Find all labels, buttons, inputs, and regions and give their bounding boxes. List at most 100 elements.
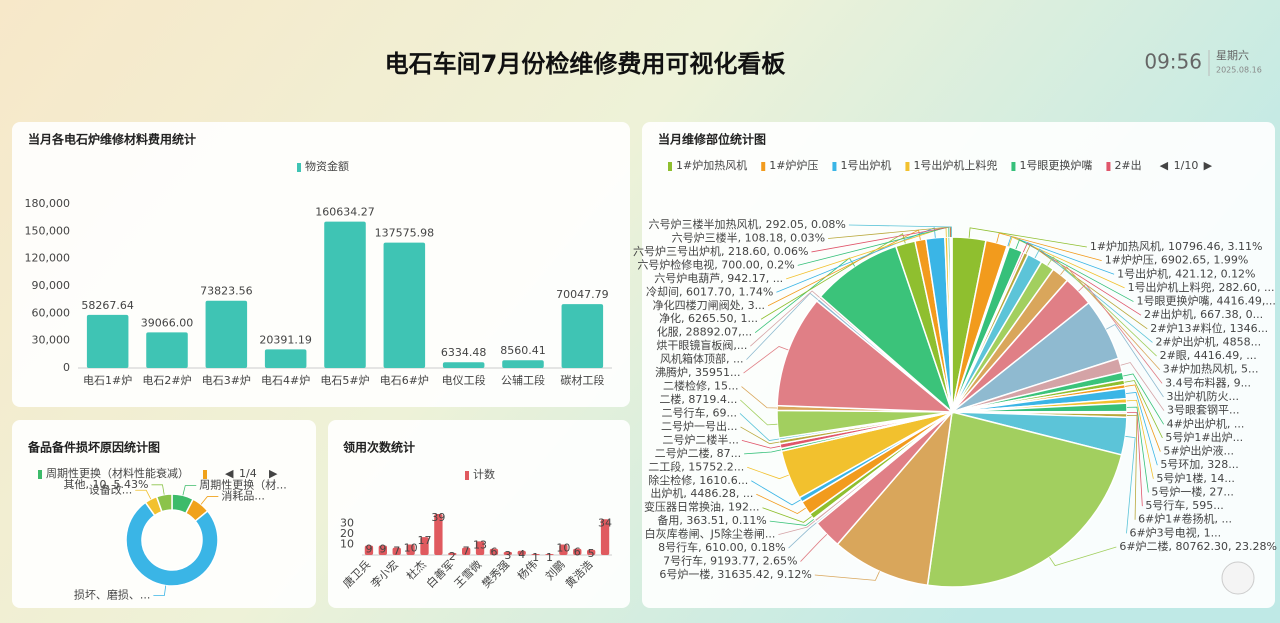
legend-swatch bbox=[465, 471, 469, 480]
bar bbox=[406, 544, 415, 555]
legend-page: 1/4 bbox=[239, 467, 257, 480]
data-label: 9 bbox=[379, 543, 386, 556]
slice-label: 化服, 28892.07,... bbox=[657, 325, 752, 339]
bar bbox=[573, 548, 582, 555]
data-label: 73823.56 bbox=[200, 285, 253, 298]
pie-slice bbox=[776, 299, 955, 413]
bar bbox=[489, 548, 499, 555]
bar bbox=[420, 537, 429, 555]
y-tick-label: 150,000 bbox=[25, 224, 71, 237]
y-tick-label: 60,000 bbox=[32, 306, 71, 319]
legend-label: 2#出 bbox=[1114, 158, 1141, 172]
leader-line bbox=[1125, 384, 1161, 452]
slice-label: 六号炉电葫芦, 942.17, ... bbox=[654, 272, 783, 285]
bar bbox=[502, 360, 544, 368]
leader-line bbox=[741, 386, 778, 409]
legend-label: 1号出炉机 bbox=[840, 158, 891, 172]
leader-line bbox=[153, 585, 167, 596]
x-tick-label: 电仪工段 bbox=[442, 373, 486, 387]
legend-swatch bbox=[297, 163, 301, 172]
leader-line bbox=[1078, 283, 1163, 384]
slice-label: 2#炉出炉机, 4858... bbox=[1155, 334, 1261, 348]
slice-label: 变压器日常换油, 192... bbox=[644, 500, 759, 514]
data-label: 137575.98 bbox=[375, 227, 435, 240]
data-label: 6334.48 bbox=[441, 346, 487, 359]
leader-line bbox=[778, 520, 816, 536]
slice-label: 冷却间, 6017.70, 1.74% bbox=[646, 285, 773, 298]
bar bbox=[531, 553, 540, 555]
panel bbox=[12, 420, 316, 608]
slice-label: 5号炉1楼, 14... bbox=[1156, 471, 1234, 485]
legend-label: 物资金额 bbox=[305, 159, 349, 173]
bar bbox=[378, 545, 387, 555]
pager-prev[interactable]: ◀ bbox=[225, 467, 234, 480]
slice-label: 周期性更换（材... bbox=[199, 478, 286, 492]
data-label: 70047.79 bbox=[556, 288, 609, 301]
pager-next[interactable]: ▶ bbox=[269, 467, 278, 480]
data-label: 13 bbox=[473, 538, 487, 551]
legend-swatch bbox=[1011, 162, 1016, 171]
slice-label: 消耗品... bbox=[221, 489, 265, 503]
leader-line bbox=[814, 571, 880, 581]
leader-line bbox=[1126, 399, 1154, 479]
slice-label: 8号行车, 610.00, 0.18% bbox=[658, 540, 785, 554]
slice-label: 二号炉二楼半... bbox=[662, 432, 739, 446]
y-tick-label: 20 bbox=[340, 527, 354, 540]
leader-line bbox=[739, 413, 780, 441]
leader-line bbox=[182, 485, 197, 496]
leader-line bbox=[750, 290, 820, 347]
legend-label: 计数 bbox=[473, 468, 495, 481]
panel bbox=[328, 420, 630, 608]
slice-label: 六号炉三楼半, 108.18, 0.03% bbox=[672, 230, 825, 244]
slice-label: 设备改... bbox=[89, 482, 133, 496]
slice-label: 白灰库卷闸、J5除尘卷闸... bbox=[645, 527, 776, 541]
leader-line bbox=[1123, 373, 1164, 425]
data-label: 1 bbox=[546, 551, 553, 564]
leader-line bbox=[1120, 362, 1165, 411]
slice-label: 出炉机, 4486.28, ... bbox=[650, 486, 753, 500]
leader-line bbox=[1125, 435, 1136, 534]
pie-slice bbox=[125, 501, 219, 587]
data-label: 2 bbox=[449, 550, 456, 563]
leader-line bbox=[740, 426, 780, 445]
bar bbox=[600, 519, 610, 555]
bar bbox=[462, 547, 471, 555]
bar bbox=[559, 544, 568, 555]
leader-line bbox=[769, 518, 814, 526]
legend-swatch bbox=[832, 162, 837, 171]
assistant-icon[interactable] bbox=[1221, 561, 1255, 595]
pager-next[interactable]: ▶ bbox=[1204, 159, 1213, 172]
leader-line bbox=[1025, 243, 1148, 330]
legend-swatch bbox=[668, 162, 672, 171]
data-label: 10 bbox=[556, 542, 570, 555]
legend-label: 1号眼更换炉嘴 bbox=[1019, 158, 1092, 172]
x-tick-label: 公辅工段 bbox=[501, 373, 545, 387]
bar bbox=[545, 553, 554, 555]
y-tick-label: 90,000 bbox=[32, 279, 71, 292]
slice-label: 净化, 6265.50, 1... bbox=[659, 311, 758, 325]
slice-label: 6号炉一楼, 31635.42, 9.12% bbox=[659, 567, 811, 581]
data-label: 39066.00 bbox=[141, 316, 194, 329]
data-label: 17 bbox=[418, 534, 432, 547]
slice-label: 5号环加, 328... bbox=[1160, 458, 1238, 471]
slice-label: 3#炉加热风机, 5... bbox=[1163, 362, 1259, 376]
legend-swatch bbox=[1106, 162, 1111, 171]
slice-label: 7号行车, 9193.77, 2.65% bbox=[663, 554, 797, 568]
slice-label: 备用, 363.51, 0.11% bbox=[657, 513, 766, 527]
bar bbox=[434, 514, 443, 555]
pager-prev[interactable]: ◀ bbox=[1160, 159, 1169, 172]
legend-label: 1#炉加热风机 bbox=[676, 158, 747, 172]
data-label: 6 bbox=[574, 546, 581, 559]
data-label: 10 bbox=[404, 542, 418, 555]
x-tick-label: 电石2#炉 bbox=[142, 374, 191, 387]
leader-line bbox=[747, 466, 789, 480]
leader-line bbox=[848, 224, 952, 238]
panel-title: 当月各电石炉维修材料费用统计 bbox=[28, 132, 196, 147]
slice-label: 1号眼更换炉嘴, 4416.49,... bbox=[1136, 294, 1275, 308]
y-tick-label: 10 bbox=[340, 538, 354, 551]
y-tick-label: 30 bbox=[340, 517, 354, 530]
leader-line bbox=[151, 484, 165, 495]
leader-line bbox=[800, 534, 828, 562]
slice-label: 6#炉二楼, 80762.30, 23.28% bbox=[1119, 539, 1277, 553]
